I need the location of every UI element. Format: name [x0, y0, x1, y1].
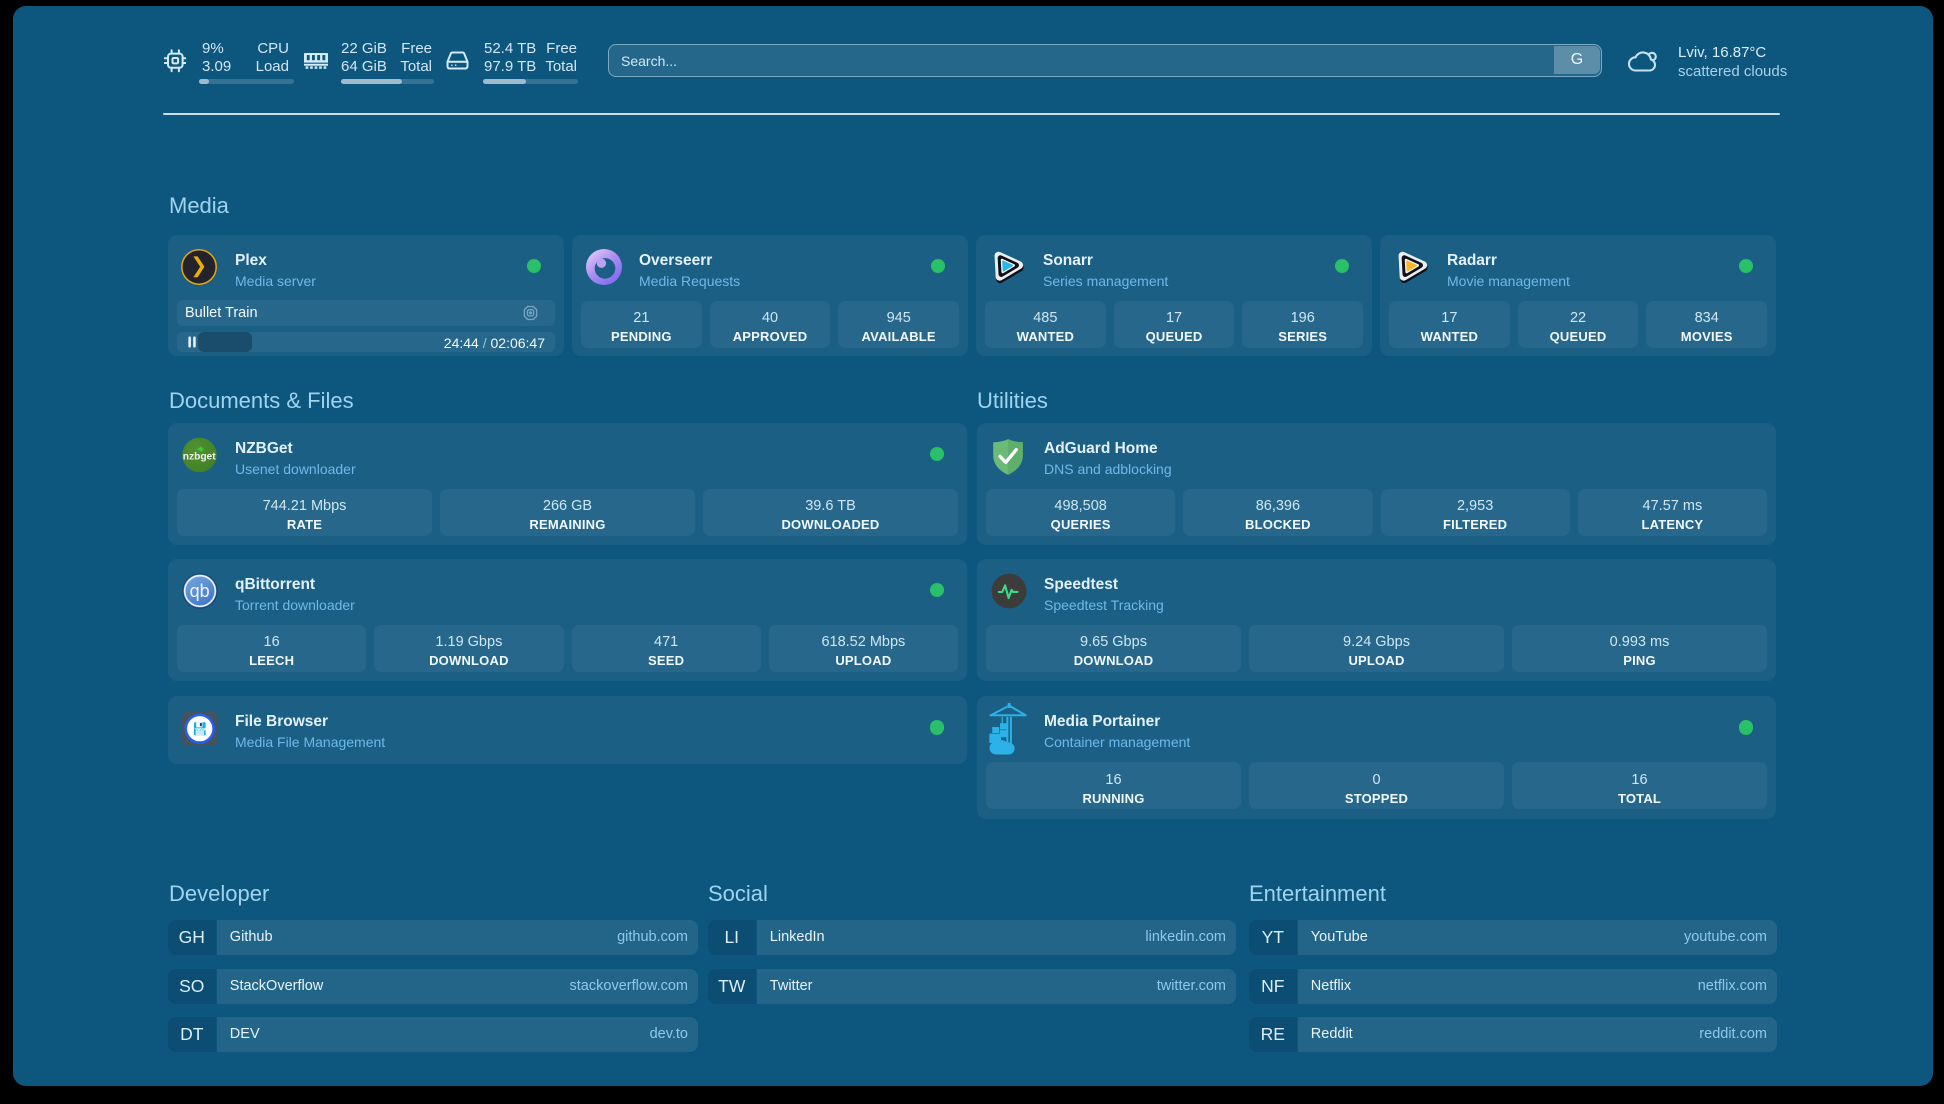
- svg-text:qb: qb: [190, 581, 210, 601]
- svg-text:nzbget: nzbget: [183, 451, 216, 462]
